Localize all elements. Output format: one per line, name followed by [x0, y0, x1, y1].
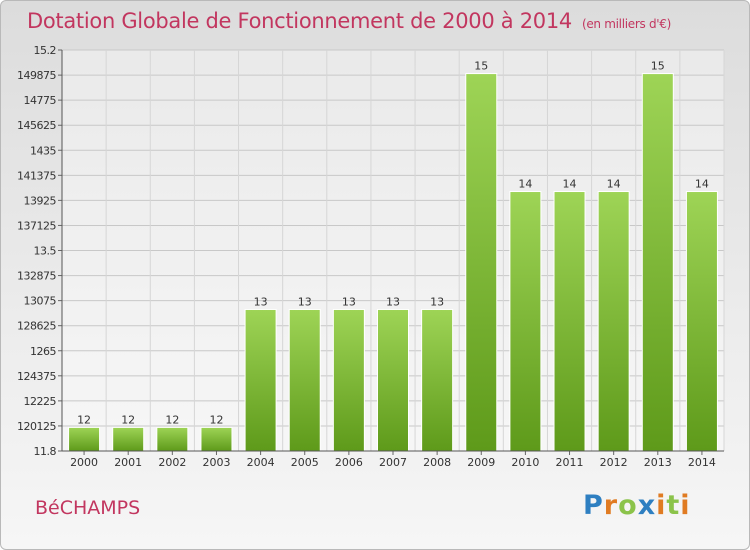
y-tick-label: 12225: [24, 395, 57, 408]
logo-letter: o: [618, 490, 638, 521]
y-tick-label: 15.2: [34, 44, 57, 57]
x-tick-label: 2012: [600, 456, 628, 469]
y-tick-label: 145625: [17, 119, 56, 132]
y-tick-label: 137125: [17, 219, 56, 232]
data-label: 14: [563, 178, 577, 191]
x-tick-label: 2010: [511, 456, 539, 469]
bar: [377, 308, 409, 452]
y-tick-label: 13.5: [34, 245, 57, 258]
data-label: 14: [607, 178, 621, 191]
bar: [112, 426, 145, 452]
y-tick-label: 11.8: [34, 445, 57, 458]
x-tick-label: 2002: [158, 456, 186, 469]
logo-letter: i: [680, 490, 691, 521]
y-tick-label: 13925: [24, 194, 57, 207]
data-label: 13: [430, 295, 444, 308]
bar: [553, 191, 586, 452]
y-tick-label: 1435: [30, 144, 56, 157]
proxiti-logo: Proxiti: [583, 490, 691, 521]
commune-name: BéCHAMPS: [35, 497, 141, 519]
bar: [597, 191, 630, 452]
bar: [641, 73, 674, 452]
y-tick-label: 132875: [17, 270, 56, 283]
data-label: 13: [254, 295, 268, 308]
bar: [68, 426, 101, 452]
x-tick-label: 2013: [644, 456, 672, 469]
y-tick-label: 13075: [24, 295, 57, 308]
data-label: 13: [342, 295, 356, 308]
x-tick-label: 2001: [114, 456, 142, 469]
y-tick-label: 120125: [17, 420, 56, 433]
logo-letter: P: [583, 490, 604, 521]
x-tick-label: 2014: [688, 456, 716, 469]
logo-letter: i: [656, 490, 667, 521]
y-tick-label: 149875: [17, 69, 56, 82]
data-label: 15: [474, 60, 488, 73]
axes: 11.8 120125 12225 124375 1265 128625 13075 1328…: [17, 44, 724, 469]
data-label: 14: [518, 178, 532, 191]
y-tick-label: 141375: [17, 169, 56, 182]
x-tick-label: 2008: [423, 456, 451, 469]
bar: [200, 426, 233, 452]
bar: [332, 308, 365, 452]
x-tick-label: 2004: [247, 456, 275, 469]
data-label: 14: [695, 178, 709, 191]
x-tick-label: 2006: [335, 456, 363, 469]
y-tick-label: 14775: [24, 94, 57, 107]
data-label: 13: [386, 295, 400, 308]
data-label: 12: [165, 413, 179, 426]
logo-letter: x: [637, 490, 657, 521]
y-tick-label: 1265: [30, 345, 56, 358]
logo-letter: t: [666, 490, 681, 521]
chart-subtitle: (en milliers d'€): [581, 17, 671, 31]
data-label: 15: [651, 60, 665, 73]
bar: [244, 308, 277, 452]
chart-title-text: Dotation Globale de Fonctionnement de 20…: [27, 9, 572, 33]
x-tick-label: 2011: [556, 456, 584, 469]
logo-letter: r: [603, 490, 619, 521]
bar: [509, 191, 542, 452]
data-label: 12: [77, 413, 91, 426]
data-label: 12: [121, 413, 135, 426]
chart-title: Dotation Globale de Fonctionnement de 20…: [27, 9, 671, 33]
x-tick-label: 2009: [467, 456, 495, 469]
x-tick-label: 2005: [291, 456, 319, 469]
data-label: 13: [298, 295, 312, 308]
x-tick-label: 2007: [379, 456, 407, 469]
bars: 12 12 12 12 13 13 13 13 13 15 14 14 14 15 14: [68, 60, 718, 452]
bar: [288, 308, 321, 452]
bar: [685, 191, 718, 452]
y-tick-label: 128625: [17, 320, 56, 333]
data-label: 12: [209, 413, 223, 426]
bar: [465, 73, 498, 452]
x-tick-label: 2000: [70, 456, 98, 469]
bar: [156, 426, 189, 452]
y-tick-label: 124375: [17, 370, 56, 383]
x-tick-label: 2003: [202, 456, 230, 469]
bar: [421, 308, 454, 452]
